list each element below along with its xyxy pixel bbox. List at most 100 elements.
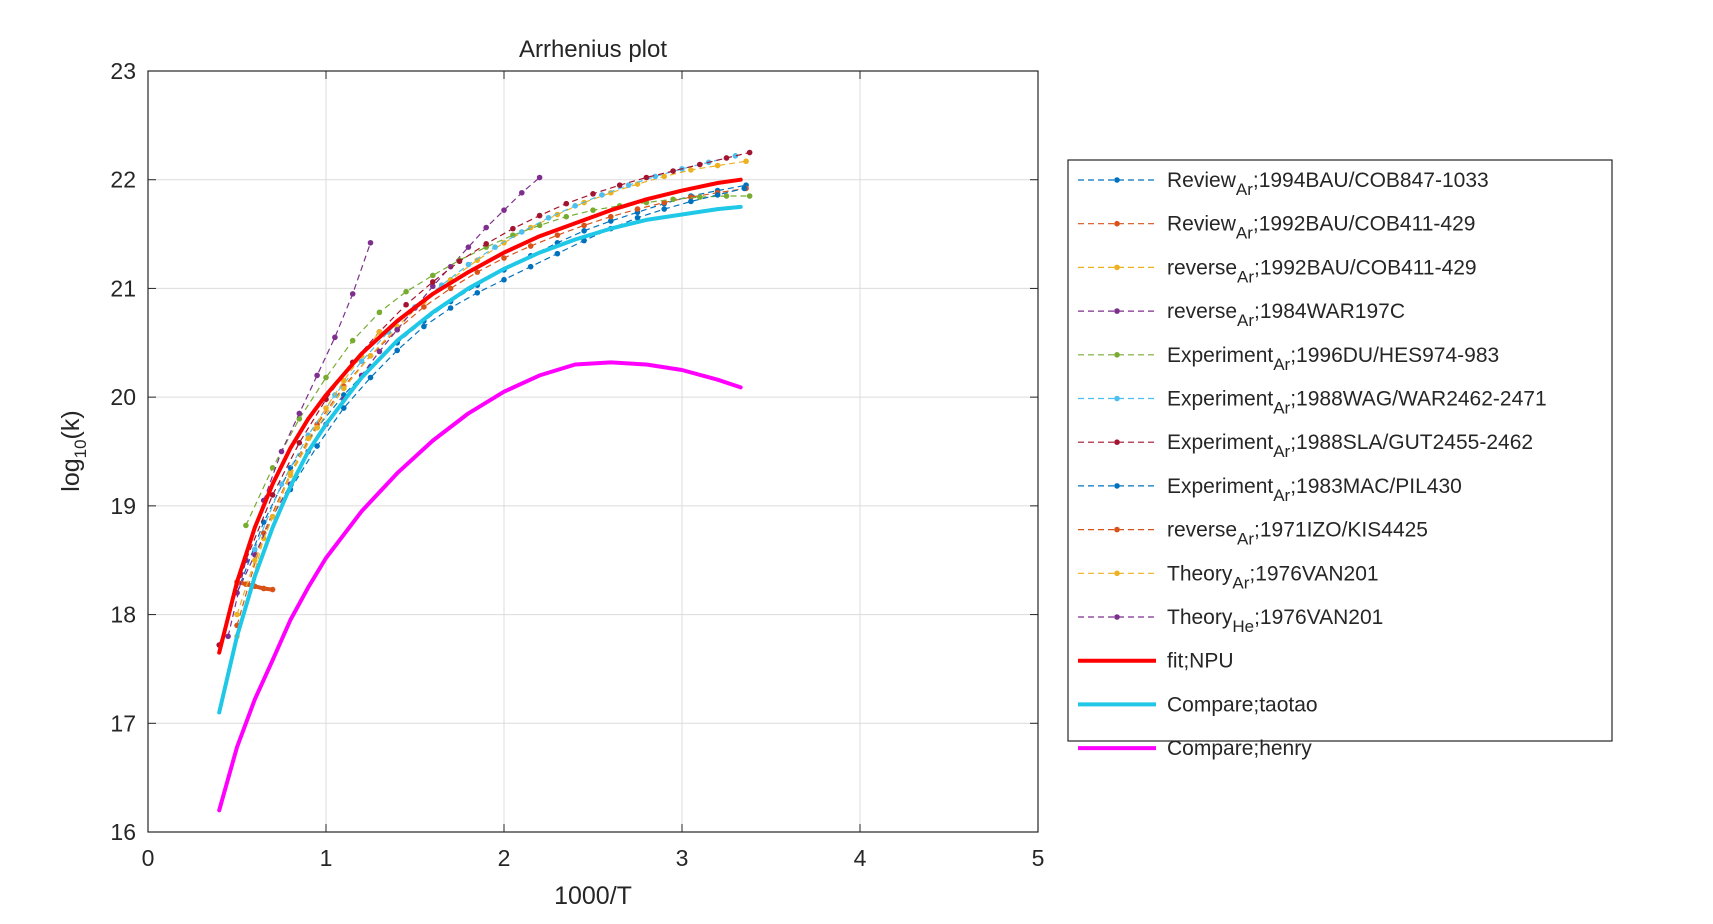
data-point	[501, 207, 507, 213]
y-tick-label: 21	[110, 275, 136, 301]
legend-swatch-marker	[1114, 439, 1120, 446]
data-point	[323, 405, 329, 411]
data-point	[447, 305, 454, 311]
data-point	[349, 291, 356, 297]
data-point	[616, 182, 623, 188]
data-point	[670, 168, 676, 174]
data-point	[323, 374, 329, 381]
legend-item-1: ReviewAr;1994BAU/COB847-1033	[1078, 169, 1489, 199]
data-point	[376, 329, 383, 335]
data-point	[447, 285, 454, 292]
legend-swatch-marker	[1114, 264, 1120, 271]
legend-item-2: ReviewAr;1992BAU/COB411-429	[1078, 213, 1475, 243]
data-point	[661, 173, 667, 180]
data-point	[376, 309, 383, 316]
data-point	[688, 194, 694, 200]
series-10	[234, 329, 383, 618]
data-point	[403, 301, 409, 308]
data-point	[590, 207, 596, 213]
legend-swatch-marker	[1114, 220, 1120, 227]
legend-label: ExperimentAr;1996DU/HES974-983	[1167, 344, 1499, 374]
data-point	[447, 263, 454, 270]
y-axis-title-base: log	[57, 458, 85, 491]
legend-swatch-marker	[1114, 308, 1120, 314]
data-point	[430, 272, 436, 279]
chart-title: Arrhenius plot	[519, 36, 667, 63]
data-point	[367, 353, 374, 359]
data-point	[394, 326, 401, 333]
data-point	[314, 443, 320, 449]
data-point	[341, 378, 347, 384]
data-point	[608, 218, 614, 224]
series-line	[217, 177, 743, 655]
data-point	[590, 191, 596, 197]
data-point	[741, 185, 748, 192]
data-point	[545, 214, 552, 221]
legend-item-14: Compare;henry	[1078, 737, 1312, 760]
y-tick-label: 17	[110, 710, 136, 736]
legend-item-13: Compare;taotao	[1078, 693, 1318, 716]
data-point	[278, 448, 285, 455]
data-point	[554, 232, 561, 238]
x-tick-label: 3	[676, 845, 689, 871]
data-point	[456, 258, 463, 265]
data-point	[430, 279, 436, 285]
data-point	[296, 440, 303, 446]
legend-item-8: ExperimentAr;1983MAC/PIL430	[1078, 475, 1462, 505]
data-point	[358, 358, 365, 365]
legend-label: ReviewAr;1994BAU/COB847-1033	[1167, 169, 1489, 199]
data-point	[260, 585, 267, 592]
data-point	[536, 174, 543, 181]
legend-item-11: TheoryHe;1976VAN201	[1078, 606, 1383, 636]
legend-box	[1067, 159, 1613, 742]
data-point	[554, 250, 561, 257]
data-point	[501, 276, 507, 283]
legend-label: reverseAr;1971IZO/KIS4425	[1167, 519, 1428, 549]
x-tick-label: 4	[854, 845, 867, 871]
data-point	[572, 203, 578, 209]
y-axis-title-rest: (k)	[57, 410, 85, 439]
data-point	[269, 513, 276, 520]
legend-swatch-marker	[1114, 614, 1120, 620]
y-tick-label: 18	[110, 602, 136, 628]
data-point	[599, 192, 605, 198]
y-tick-label: 20	[110, 384, 136, 410]
legend-label: ExperimentAr;1988SLA/GUT2455-2462	[1167, 431, 1533, 461]
plot-background	[148, 71, 1038, 832]
data-point	[536, 212, 543, 219]
data-point	[519, 189, 525, 196]
data-point	[394, 347, 401, 354]
data-point	[643, 174, 650, 181]
data-point	[483, 241, 490, 247]
series-line	[236, 187, 747, 626]
data-point	[296, 410, 303, 417]
data-point	[474, 289, 481, 296]
x-tick-label: 2	[498, 845, 511, 871]
series-line	[217, 204, 743, 715]
legend-item-7: ExperimentAr;1988SLA/GUT2455-2462	[1078, 431, 1533, 461]
legend-label: fit;NPU	[1167, 650, 1234, 673]
series-line	[236, 160, 747, 637]
data-point	[243, 522, 249, 529]
legend-label: ExperimentAr;1983MAC/PIL430	[1167, 475, 1462, 505]
data-point	[581, 222, 587, 229]
data-point	[661, 199, 667, 206]
data-point	[510, 225, 516, 232]
data-point	[670, 196, 676, 203]
data-point	[536, 222, 543, 229]
data-point	[634, 181, 641, 187]
legend-swatch-marker	[1114, 395, 1120, 402]
legend-label: Compare;henry	[1167, 737, 1312, 760]
legend-item-10: TheoryAr;1976VAN201	[1078, 562, 1379, 592]
legend-label: ExperimentAr;1988WAG/WAR2462-2471	[1167, 388, 1547, 418]
data-point	[305, 435, 312, 442]
data-point	[688, 167, 694, 173]
legend-item-6: ExperimentAr;1988WAG/WAR2462-2471	[1078, 388, 1547, 418]
legend-item-12: fit;NPU	[1078, 650, 1234, 673]
data-point	[269, 465, 276, 471]
data-point	[403, 288, 409, 295]
data-point	[376, 348, 383, 355]
y-tick-label: 23	[110, 58, 136, 84]
data-point	[723, 155, 730, 161]
data-point	[746, 149, 753, 156]
